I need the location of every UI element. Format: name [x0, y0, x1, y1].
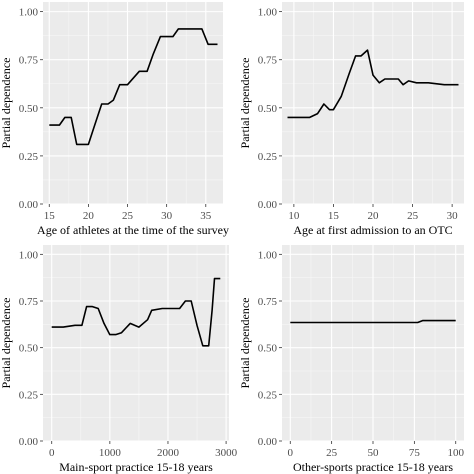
plot-background — [43, 2, 223, 204]
chart-panel-3: 0.00 0.25 0.50 0.75 1.00 0 1000 2000 3000Main-sp… — [0, 245, 238, 474]
chart-panel-4: 0.00 0.25 0.50 0.75 1.00 0 25 50 75 100Other-spor… — [238, 245, 464, 474]
x-tick-label: 25 — [326, 447, 338, 459]
x-tick-label: 2000 — [157, 447, 180, 459]
x-axis-title: Age of athletes at the time of the surve… — [37, 223, 229, 237]
x-tick-label: 25 — [407, 210, 419, 222]
y-tick-label: 0.00 — [19, 199, 39, 211]
y-axis-title: Partial dependence — [238, 58, 252, 149]
y-tick-label: 0.50 — [19, 103, 39, 115]
x-tick-label: 20 — [83, 210, 95, 222]
y-tick-label: 0.00 — [19, 436, 39, 448]
x-tick-label: 15 — [44, 210, 56, 222]
y-tick-label: 0.75 — [258, 55, 278, 67]
y-tick-label: 0.00 — [258, 199, 278, 211]
x-tick-label: 100 — [447, 447, 464, 459]
x-tick-label: 75 — [409, 447, 421, 459]
partial-dependence-line — [287, 49, 459, 119]
x-tick-label: 1000 — [99, 447, 122, 459]
x-tick-label: 50 — [368, 447, 380, 459]
y-tick-label: 0.25 — [19, 389, 39, 401]
y-tick-label: 0.25 — [258, 151, 278, 163]
y-tick-label: 1.00 — [258, 249, 278, 261]
y-tick-label: 1.00 — [258, 7, 278, 19]
x-tick-label: 0 — [288, 447, 294, 459]
y-tick-label: 1.00 — [19, 249, 39, 261]
y-tick-label: 0.50 — [258, 103, 278, 115]
x-tick-label: 30 — [447, 210, 459, 222]
y-axis-title: Partial dependence — [0, 298, 13, 389]
y-tick-label: 0.75 — [258, 296, 278, 308]
y-tick-label: 0.25 — [19, 151, 39, 163]
y-tick-label: 0.75 — [19, 55, 39, 67]
x-tick-label: 35 — [200, 210, 212, 222]
y-tick-label: 0.50 — [19, 343, 39, 355]
x-axis-title: Main-sport practice 15-18 years — [59, 460, 213, 474]
x-tick-label: 20 — [368, 210, 380, 222]
y-axis-title: Partial dependence — [0, 58, 13, 149]
y-tick-label: 0.25 — [258, 389, 278, 401]
x-tick-label: 10 — [288, 210, 300, 222]
y-tick-label: 0.50 — [258, 343, 278, 355]
partial-dependence-line — [49, 28, 218, 146]
x-tick-label: 15 — [328, 210, 340, 222]
partial-dependence-line — [51, 277, 221, 347]
x-tick-label: 3000 — [215, 447, 238, 459]
y-axis-title: Partial dependence — [238, 298, 252, 389]
plot-background — [43, 245, 229, 441]
x-axis-title: Age at first admission to an OTC — [293, 223, 452, 237]
x-tick-label: 0 — [49, 447, 55, 459]
y-tick-label: 0.75 — [19, 296, 39, 308]
y-tick-label: 0.00 — [258, 436, 278, 448]
x-axis-title: Other-sports practice 15-18 years — [293, 460, 453, 474]
y-tick-label: 1.00 — [19, 7, 39, 19]
x-tick-label: 30 — [161, 210, 173, 222]
x-tick-label: 25 — [122, 210, 134, 222]
partial-dependence-line — [290, 319, 456, 324]
